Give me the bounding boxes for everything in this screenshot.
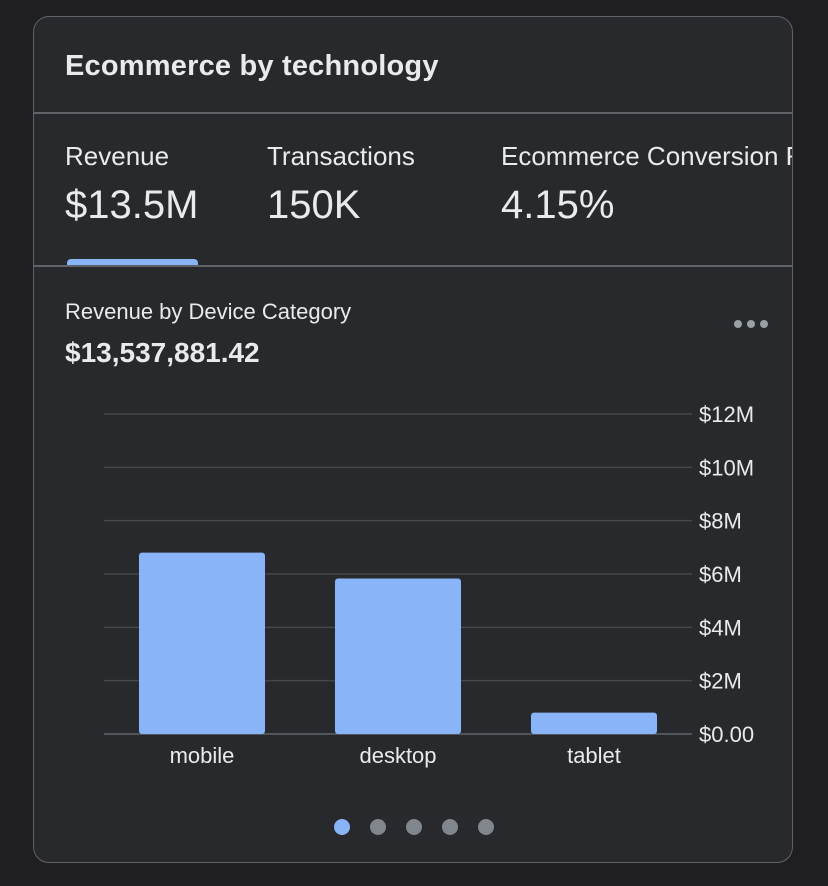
page-dot-5[interactable] bbox=[478, 819, 494, 835]
more-options-button[interactable] bbox=[734, 313, 772, 335]
y-tick-label: $12M bbox=[699, 402, 754, 427]
card-title: Ecommerce by technology bbox=[65, 50, 439, 82]
bar-mobile bbox=[139, 552, 265, 734]
page-dot-4[interactable] bbox=[442, 819, 458, 835]
bar-desktop bbox=[335, 578, 461, 734]
x-tick-label: mobile bbox=[170, 743, 235, 768]
tab-ecommerce-conversion-label: Ecommerce Conversion Rate bbox=[501, 141, 792, 171]
revenue-bar-chart: $0.00 $2M $4M $6M $8M $10M $12M mobile desktop ta… bbox=[104, 402, 754, 768]
tab-transactions-value: 150K bbox=[267, 183, 361, 227]
tab-revenue[interactable]: Revenue $13.5M bbox=[65, 114, 245, 266]
tab-ecommerce-conversion-value: 4.15% bbox=[501, 183, 615, 227]
tabs-divider bbox=[34, 265, 792, 267]
page-dot-2[interactable] bbox=[370, 819, 386, 835]
chart-total: $13,537,881.42 bbox=[65, 337, 260, 368]
y-tick-label: $4M bbox=[699, 615, 742, 640]
chart-title: Revenue by Device Category bbox=[65, 299, 352, 324]
metric-tabs: Revenue $13.5M Transactions 150K Ecommer… bbox=[34, 114, 792, 266]
x-tick-label: tablet bbox=[567, 743, 621, 768]
tab-transactions[interactable]: Transactions 150K bbox=[267, 114, 477, 266]
tab-ecommerce-conversion[interactable]: Ecommerce Conversion Rate 4.15% bbox=[501, 114, 792, 266]
tab-revenue-value: $13.5M bbox=[65, 183, 199, 227]
pagination-dots bbox=[34, 817, 792, 837]
tab-revenue-label: Revenue bbox=[65, 141, 170, 171]
more-dot-icon bbox=[747, 320, 755, 328]
x-tick-label: desktop bbox=[359, 743, 436, 768]
more-dot-icon bbox=[760, 320, 768, 328]
y-tick-label: $10M bbox=[699, 455, 754, 480]
bar-tablet bbox=[531, 712, 657, 734]
y-tick-label: $0.00 bbox=[699, 722, 754, 747]
y-tick-label: $2M bbox=[699, 669, 742, 694]
tab-transactions-label: Transactions bbox=[267, 141, 415, 171]
tab-selected-indicator bbox=[67, 259, 198, 266]
page-dot-1[interactable] bbox=[334, 819, 350, 835]
more-dot-icon bbox=[734, 320, 742, 328]
page-dot-3[interactable] bbox=[406, 819, 422, 835]
y-tick-label: $6M bbox=[699, 562, 742, 587]
header-divider bbox=[34, 112, 792, 114]
y-tick-label: $8M bbox=[699, 509, 742, 534]
ecommerce-card: Ecommerce by technology Revenue $13.5M T… bbox=[33, 16, 793, 863]
